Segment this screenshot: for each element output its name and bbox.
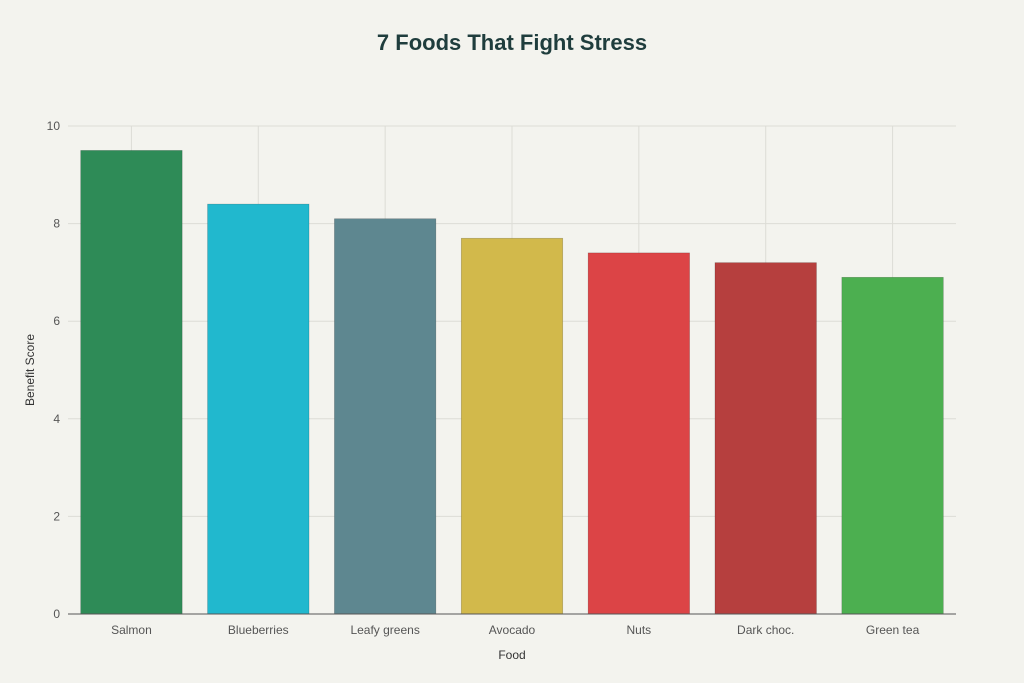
x-tick-label: Leafy greens: [350, 623, 419, 637]
y-tick-label: 0: [53, 607, 60, 621]
bar-dark-choc[interactable]: [714, 262, 817, 615]
x-tick-label: Green tea: [866, 623, 920, 637]
x-tick-label: Nuts: [627, 623, 652, 637]
x-tick-label: Salmon: [111, 623, 152, 637]
bar-salmon[interactable]: [80, 150, 183, 615]
y-tick-label: 8: [53, 217, 60, 231]
y-tick-label: 10: [47, 119, 61, 133]
bar-leafy-greens[interactable]: [334, 218, 437, 615]
bar-nuts[interactable]: [587, 252, 690, 615]
y-axis-label: Benefit Score: [23, 334, 37, 406]
y-tick-label: 2: [53, 509, 60, 523]
x-axis-ticks: Salmon Blueberries Leafy greens Avocado Nuts…: [111, 623, 919, 637]
y-axis-ticks: 0 2 4 6 8 10: [47, 119, 61, 621]
bar-green-tea[interactable]: [841, 276, 944, 615]
bar-blueberries[interactable]: [207, 203, 310, 615]
x-axis-label: Food: [498, 648, 525, 662]
bar-avocado[interactable]: [460, 237, 564, 615]
chart-title: 7 Foods That Fight Stress: [377, 30, 647, 55]
y-tick-label: 6: [53, 314, 60, 328]
bars: [80, 150, 944, 615]
x-tick-label: Blueberries: [228, 623, 289, 637]
y-tick-label: 4: [53, 412, 60, 426]
x-tick-label: Avocado: [489, 623, 536, 637]
x-tick-label: Dark choc.: [737, 623, 794, 637]
